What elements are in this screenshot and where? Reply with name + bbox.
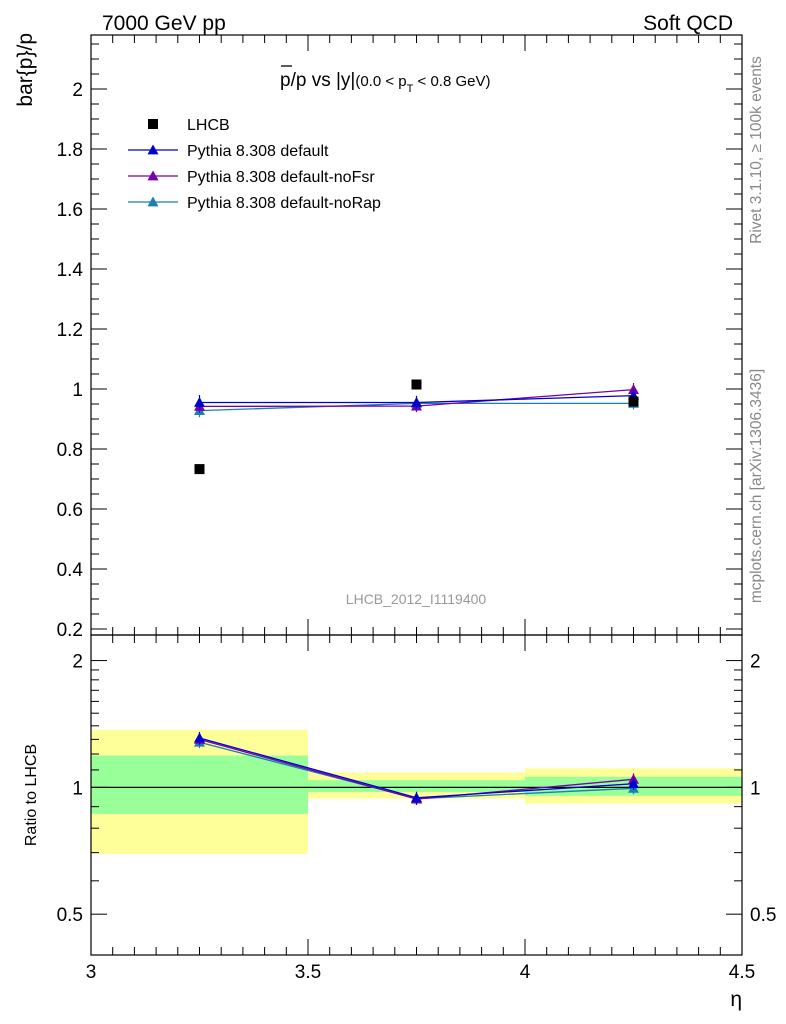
legend-label: Pythia 8.308 default-noRap — [187, 195, 381, 212]
ratio-ytick-label-right: 2 — [750, 652, 761, 673]
title-cut-pre: (0.0 < p — [355, 73, 406, 90]
legend: LHCB Pythia 8.308 default Pythia 8.308 def… — [128, 117, 381, 212]
title-main: p/p vs |y| — [280, 70, 355, 91]
ratio-xtick-label: 4 — [520, 962, 531, 983]
legend-label: Pythia 8.308 default — [187, 143, 329, 160]
main-axis-ticks: 0.2 0.4 0.6 0.8 1 1.2 1.4 1.6 1.8 2 — [57, 35, 743, 641]
ratio-frame — [90, 634, 743, 956]
main-ytick-label: 1 — [72, 380, 83, 401]
data-point — [628, 396, 639, 407]
main-ytick-label: 1.8 — [57, 140, 83, 161]
data-point — [411, 397, 422, 407]
ratio-point — [411, 792, 422, 803]
main-title: p/p vs |y|(0.0 < pT < 0.8 GeV) — [280, 70, 491, 95]
ratio-ytick-label: 1 — [72, 778, 83, 799]
title-cut-post: < 0.8 GeV) — [413, 73, 490, 90]
ratio-ytick-label: 0.5 — [57, 905, 83, 926]
data-point — [628, 384, 639, 394]
ratio-point — [194, 732, 205, 743]
ratio-xtick-label: 4.5 — [729, 962, 755, 983]
ratio-ytick-label-right: 1 — [750, 778, 761, 799]
main-ytick-label: 1.4 — [57, 260, 84, 281]
main-ytick-label: 1.6 — [57, 200, 83, 221]
uncertainty-band-inner — [308, 780, 525, 793]
rivet-label: Rivet 3.1.10, ≥ 100k events — [748, 56, 765, 244]
ratio-panel: 0.5 0.5 1 1 2 2 3 3.5 4 4.5 Ratio to LHCB η — [23, 634, 776, 1011]
title-cut-sub: T — [407, 83, 414, 95]
data-point — [411, 379, 422, 390]
main-ytick-label: 0.4 — [57, 560, 84, 581]
legend-marker — [147, 170, 159, 181]
ratio-ylabel: Ratio to LHCB — [23, 744, 40, 846]
main-ytick-label: 0.6 — [57, 500, 83, 521]
mcplots-label: mcplots.cern.ch [arXiv:1306.3436] — [748, 369, 765, 603]
main-ylabel: bar{p}/p — [14, 33, 37, 107]
legend-marker — [148, 119, 158, 129]
main-ytick-label: 2 — [72, 80, 83, 101]
main-ytick-label: 0.8 — [57, 440, 83, 461]
header-beam-label: 7000 GeV pp — [102, 12, 226, 35]
ratio-xtick-label: 3 — [86, 962, 97, 983]
uncertainty-band-inner — [91, 755, 308, 814]
analysis-watermark: LHCB_2012_I1119400 — [346, 591, 487, 607]
data-point — [194, 397, 205, 407]
legend-label: LHCB — [187, 117, 230, 134]
main-ytick-label: 1.2 — [57, 320, 83, 341]
legend-marker — [147, 196, 159, 207]
ratio-data-layer — [194, 731, 639, 806]
main-ytick-label: 0.2 — [57, 620, 83, 641]
legend-label: Pythia 8.308 default-noFsr — [187, 169, 375, 186]
ratio-xtick-label: 3.5 — [295, 962, 321, 983]
header-process-label: Soft QCD — [643, 12, 733, 35]
ratio-ytick-label-right: 0.5 — [750, 905, 776, 926]
main-data-layer — [194, 379, 639, 475]
main-panel: 0.2 0.4 0.6 0.8 1 1.2 1.4 1.6 1.8 2 p/p vs |y|(0.… — [14, 33, 743, 641]
ratio-point — [628, 778, 639, 789]
data-point — [194, 464, 205, 475]
ratio-ytick-label: 2 — [72, 652, 83, 673]
ratio-xlabel: η — [730, 988, 742, 1011]
legend-marker — [147, 144, 159, 155]
